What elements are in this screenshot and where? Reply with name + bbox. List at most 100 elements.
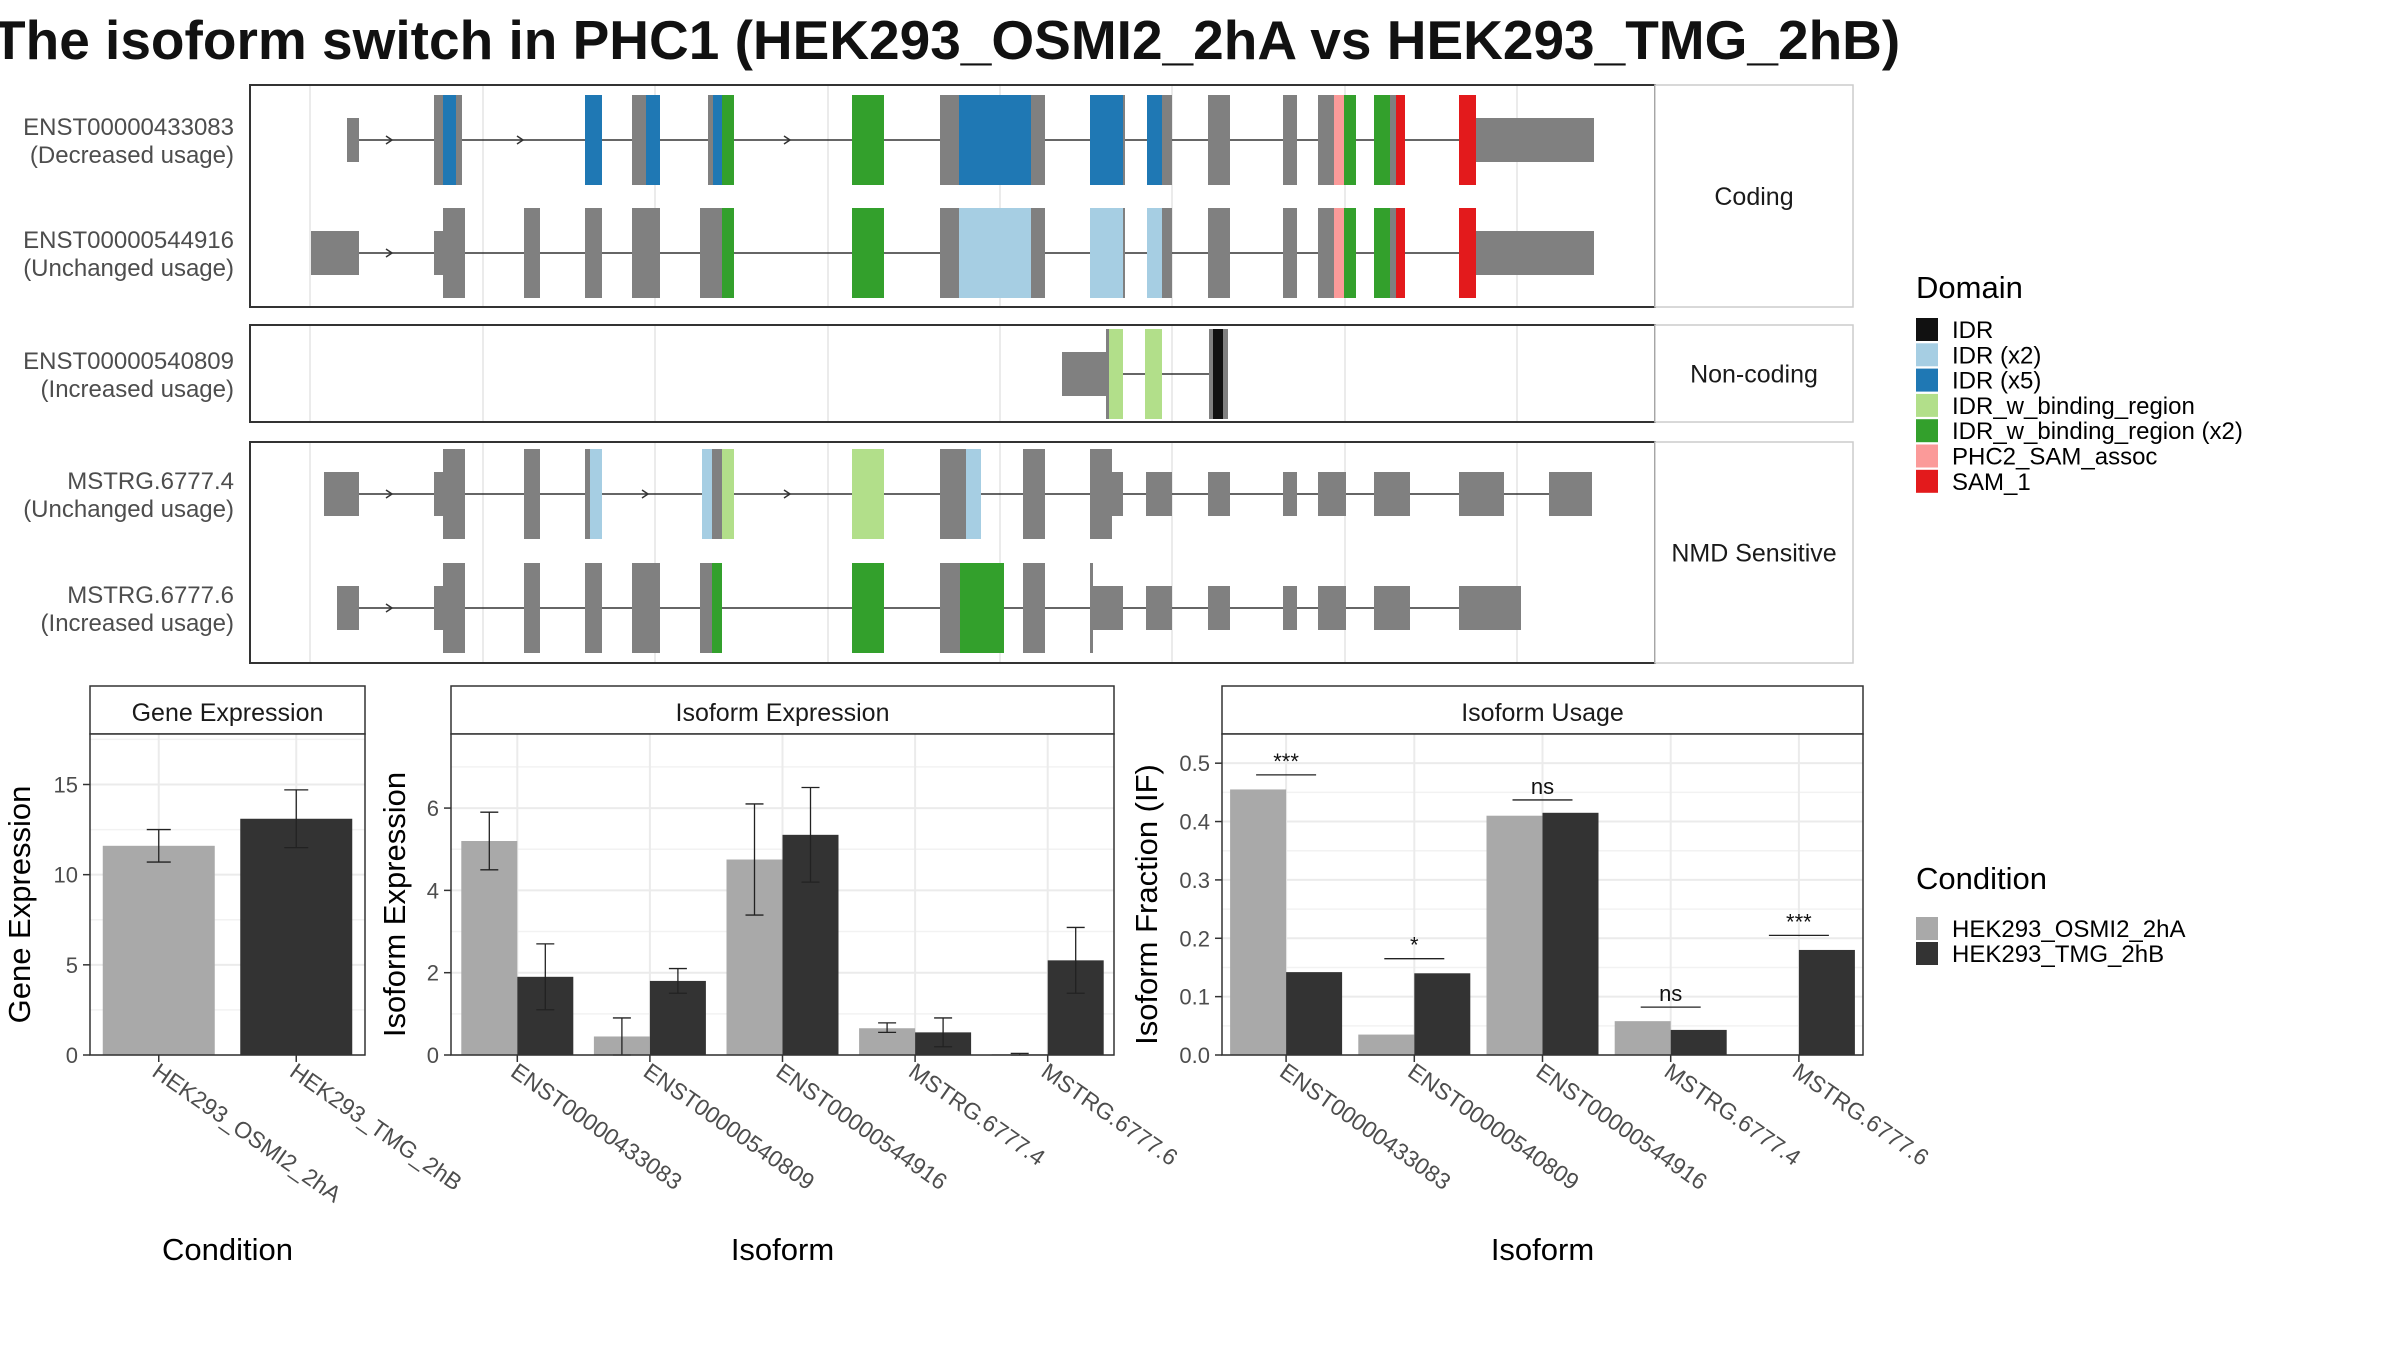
domain-exon [1396,208,1405,298]
exon [632,95,646,185]
plot-border [89,733,366,1056]
legend-key [1916,318,1938,341]
legend-label: PHC2_SAM_assoc [1952,444,2157,471]
exon [524,449,540,539]
exon [1031,95,1045,185]
exon [940,449,946,539]
exon [1162,208,1172,298]
exon [1090,449,1112,539]
chart-isoform-usage: Isoform Usage****nsns***0.00.10.20.30.40… [1129,685,1934,1267]
y-tick-label: 0.0 [1179,1043,1210,1068]
domain-exon [1344,95,1356,185]
exon [1208,586,1230,630]
exon [1318,208,1331,298]
facet-strip [1654,84,1854,308]
exon [443,208,465,298]
y-tick-label: 5 [66,953,78,978]
exon [1093,586,1123,630]
significance-label: ns [1659,981,1682,1006]
exon [712,449,722,539]
strand-arrow [385,603,394,613]
legend-label: IDR (x5) [1952,368,2041,395]
bar [1486,815,1543,1055]
strand-arrow [783,135,792,145]
domain-exon [1109,329,1123,419]
exon [1374,472,1410,516]
y-tick-label: 0.4 [1179,810,1210,835]
domain-exon [1344,208,1356,298]
domain-exon [1090,208,1123,298]
chart-strip [450,685,1115,735]
transcript-name: ENST00000433083 [23,114,234,141]
track-panel-non-coding: Non-coding ENST00000540809(Increased usag… [23,324,1854,423]
x-tick-label: MSTRG.6777.6 [1037,1058,1183,1171]
bar [1670,1029,1727,1055]
legend-key [1916,444,1938,468]
exon [1390,95,1396,185]
exon [1031,208,1045,298]
y-tick-label: 0.5 [1179,751,1210,776]
y-tick-label: 6 [427,796,439,821]
transcript-name: MSTRG.6777.6 [67,582,234,609]
chart-title: Isoform Usage [1461,699,1624,727]
bar [1414,973,1471,1055]
legend-key [1916,393,1938,417]
y-tick-label: 4 [427,878,439,903]
domain-exon [1147,95,1162,185]
exon [1283,472,1297,516]
y-axis-title: Gene Expression [2,786,37,1024]
x-tick-label: MSTRG.6777.4 [904,1058,1050,1171]
domain-exon [1213,329,1223,419]
exon [347,118,359,162]
legend-title: Condition [1916,861,2047,896]
bar [1614,1021,1671,1055]
y-axis-title: Isoform Fraction (IF) [1129,764,1164,1045]
transcript-row: ENST00000544916(Unchanged usage) [23,208,1594,298]
legend-key [1916,343,1938,367]
legend-key [1916,419,1938,443]
bar [102,845,215,1055]
exon [585,208,602,298]
significance-label: * [1410,933,1419,958]
transcript-row: ENST00000433083(Decreased usage) [23,95,1594,185]
domain-exon [1374,95,1390,185]
exon [1331,208,1334,298]
domain-exon [959,208,1031,298]
exon [1283,95,1297,185]
exon [1331,95,1334,185]
strand-arrow [641,489,650,499]
domain-exon [585,95,602,185]
legend-key [1916,917,1938,940]
exon [940,95,959,185]
transcript-usage: (Decreased usage) [30,142,234,169]
y-tick-label: 10 [54,863,78,888]
exon [1476,118,1594,162]
transcript-usage: (Unchanged usage) [23,255,234,282]
y-tick-label: 2 [427,961,439,986]
domain-exon [590,449,602,539]
significance-label: *** [1786,909,1812,934]
domain-exon [852,563,884,653]
panel-background [250,325,1655,422]
exon [1208,208,1230,298]
domain-exon [1459,95,1476,185]
domain-exon [1090,95,1123,185]
legend-title: Domain [1916,270,2023,305]
chart-title: Isoform Expression [676,699,890,727]
exon [940,208,959,298]
transcript-row: MSTRG.6777.4(Unchanged usage) [23,449,1592,539]
exon [1146,586,1172,630]
y-tick-label: 15 [54,772,78,797]
transcript-usage: (Increased usage) [41,376,234,403]
facet-strip [1654,324,1854,423]
domain-exon [1374,208,1390,298]
exon [946,449,966,539]
legend-key [1916,469,1938,493]
x-tick-label: MSTRG.6777.6 [1788,1058,1934,1171]
legend-label: IDR_w_binding_region (x2) [1952,418,2243,445]
exon [1318,586,1346,630]
exon [1283,586,1297,630]
